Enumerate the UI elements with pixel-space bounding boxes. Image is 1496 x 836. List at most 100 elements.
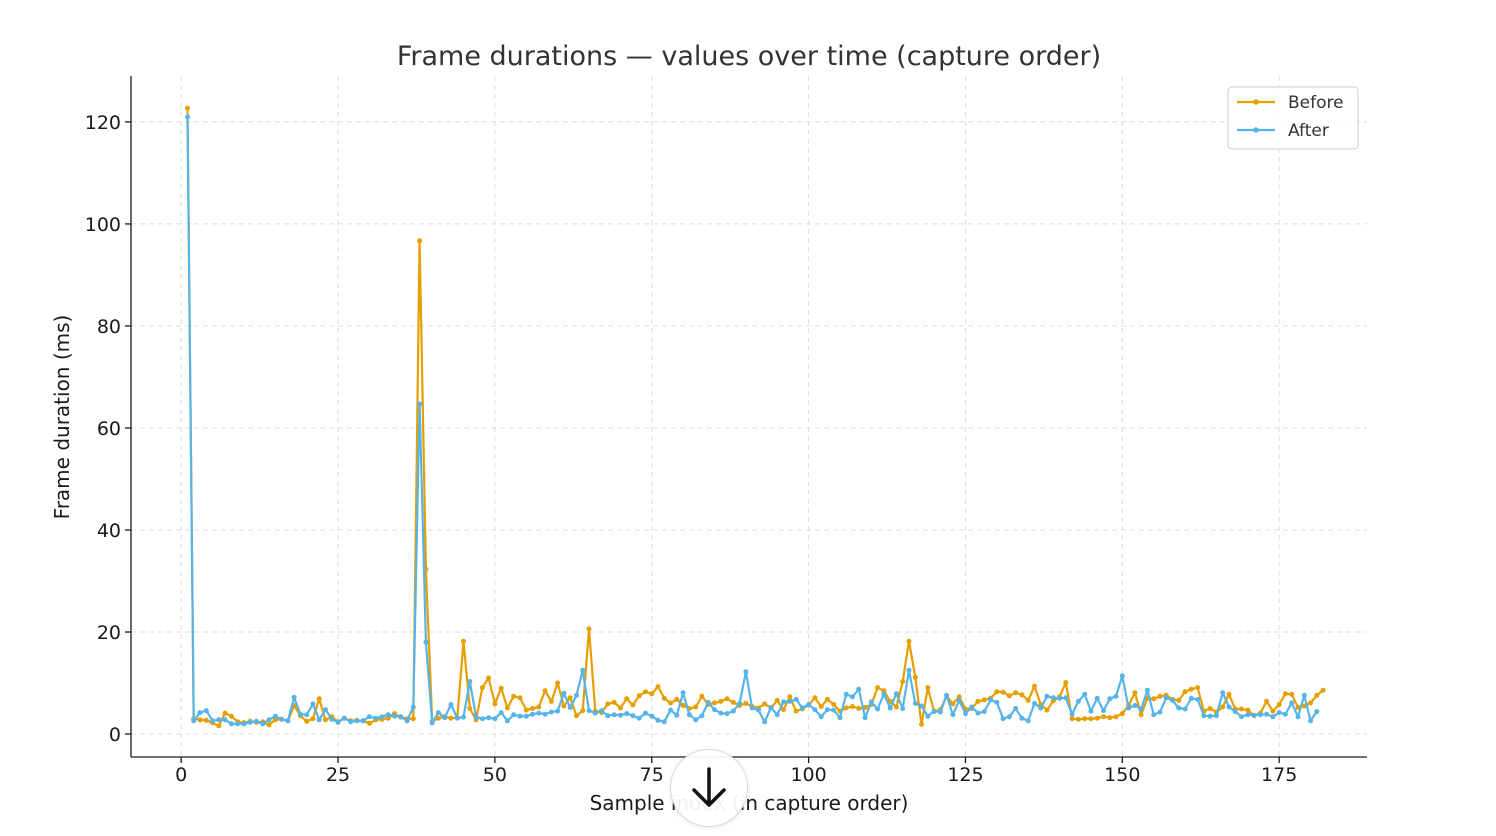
data-point — [1314, 692, 1320, 698]
data-point — [1057, 695, 1063, 701]
data-point — [680, 690, 686, 696]
data-point — [567, 705, 573, 710]
data-point — [222, 710, 228, 716]
data-point — [655, 717, 661, 723]
data-point — [1245, 707, 1251, 713]
data-point — [1308, 718, 1313, 724]
data-point — [875, 706, 881, 712]
data-point — [479, 716, 485, 722]
data-point — [1069, 716, 1075, 722]
data-point — [693, 704, 699, 710]
data-point — [486, 675, 492, 681]
data-point — [536, 710, 542, 716]
data-point — [511, 712, 517, 718]
data-point — [636, 715, 642, 721]
y-tick-label: 60 — [97, 418, 121, 440]
data-point — [203, 708, 209, 714]
data-point — [1264, 698, 1270, 704]
grid-lines — [131, 76, 1367, 757]
data-point — [272, 713, 278, 719]
data-point — [329, 716, 335, 722]
data-point — [379, 714, 385, 720]
data-point — [1170, 697, 1175, 703]
data-point — [1289, 691, 1295, 697]
data-point — [1157, 709, 1163, 715]
data-point — [191, 718, 197, 724]
data-point — [279, 716, 285, 722]
data-point — [254, 718, 259, 724]
chart-title: Frame durations — values over time (capt… — [397, 41, 1101, 72]
legend-marker — [1253, 99, 1259, 105]
data-point — [605, 713, 611, 719]
data-point — [473, 714, 479, 720]
data-point — [354, 718, 360, 724]
series-line — [186, 116, 1318, 725]
series-before — [185, 105, 1326, 729]
data-point — [523, 707, 529, 713]
data-point — [310, 716, 316, 722]
data-point — [611, 699, 617, 705]
y-axis-label: Frame duration (ms) — [50, 315, 74, 520]
data-point — [994, 689, 1000, 695]
data-point — [1082, 716, 1088, 722]
data-point — [868, 699, 874, 705]
data-point — [712, 707, 717, 713]
data-point — [975, 710, 981, 716]
x-axis-label: Sample index (in capture order) — [590, 791, 909, 815]
data-point — [975, 698, 981, 704]
data-point — [724, 711, 730, 717]
legend-label: After — [1288, 121, 1329, 141]
data-point — [216, 717, 222, 723]
data-point — [197, 717, 203, 723]
data-point — [919, 721, 924, 727]
data-point — [661, 695, 667, 701]
data-point — [630, 713, 636, 719]
data-point — [963, 711, 968, 717]
data-point — [1138, 712, 1144, 718]
data-point — [1176, 697, 1182, 703]
data-point — [988, 697, 994, 703]
x-axis-ticks: 0 25 50 75 100 125 150 175 — [175, 757, 1297, 786]
scroll-down-button[interactable] — [670, 749, 748, 827]
data-point — [674, 712, 680, 718]
data-point — [1132, 690, 1138, 696]
data-point — [498, 685, 504, 691]
data-point — [1050, 695, 1056, 701]
data-point — [1151, 712, 1157, 718]
data-point — [1013, 690, 1019, 696]
data-point — [599, 708, 605, 714]
data-point — [1239, 706, 1244, 712]
data-point — [781, 699, 786, 705]
data-point — [931, 708, 937, 714]
data-point — [1151, 696, 1157, 702]
data-point — [655, 684, 661, 690]
data-point — [1270, 714, 1276, 720]
data-point — [392, 713, 397, 719]
data-point — [1308, 700, 1313, 706]
data-point — [504, 718, 510, 724]
data-point — [900, 706, 906, 711]
data-point — [1320, 687, 1326, 693]
x-tick-label: 125 — [947, 764, 983, 786]
data-point — [461, 714, 466, 720]
x-tick-label: 0 — [175, 764, 187, 786]
data-point — [335, 719, 341, 725]
data-point — [994, 699, 1000, 705]
data-point — [1044, 693, 1050, 699]
data-point — [824, 707, 830, 713]
data-point — [812, 707, 818, 713]
x-tick-label: 50 — [483, 764, 507, 786]
data-point — [1082, 691, 1088, 697]
data-point — [824, 696, 830, 702]
data-point — [1138, 706, 1144, 712]
data-point — [272, 717, 278, 723]
data-point — [1195, 685, 1201, 691]
arrow-down-icon — [692, 767, 726, 807]
data-point — [423, 639, 429, 645]
data-point — [417, 401, 423, 407]
data-point — [906, 667, 912, 673]
data-point — [969, 704, 975, 710]
data-point — [197, 710, 203, 716]
data-point — [1182, 706, 1188, 712]
